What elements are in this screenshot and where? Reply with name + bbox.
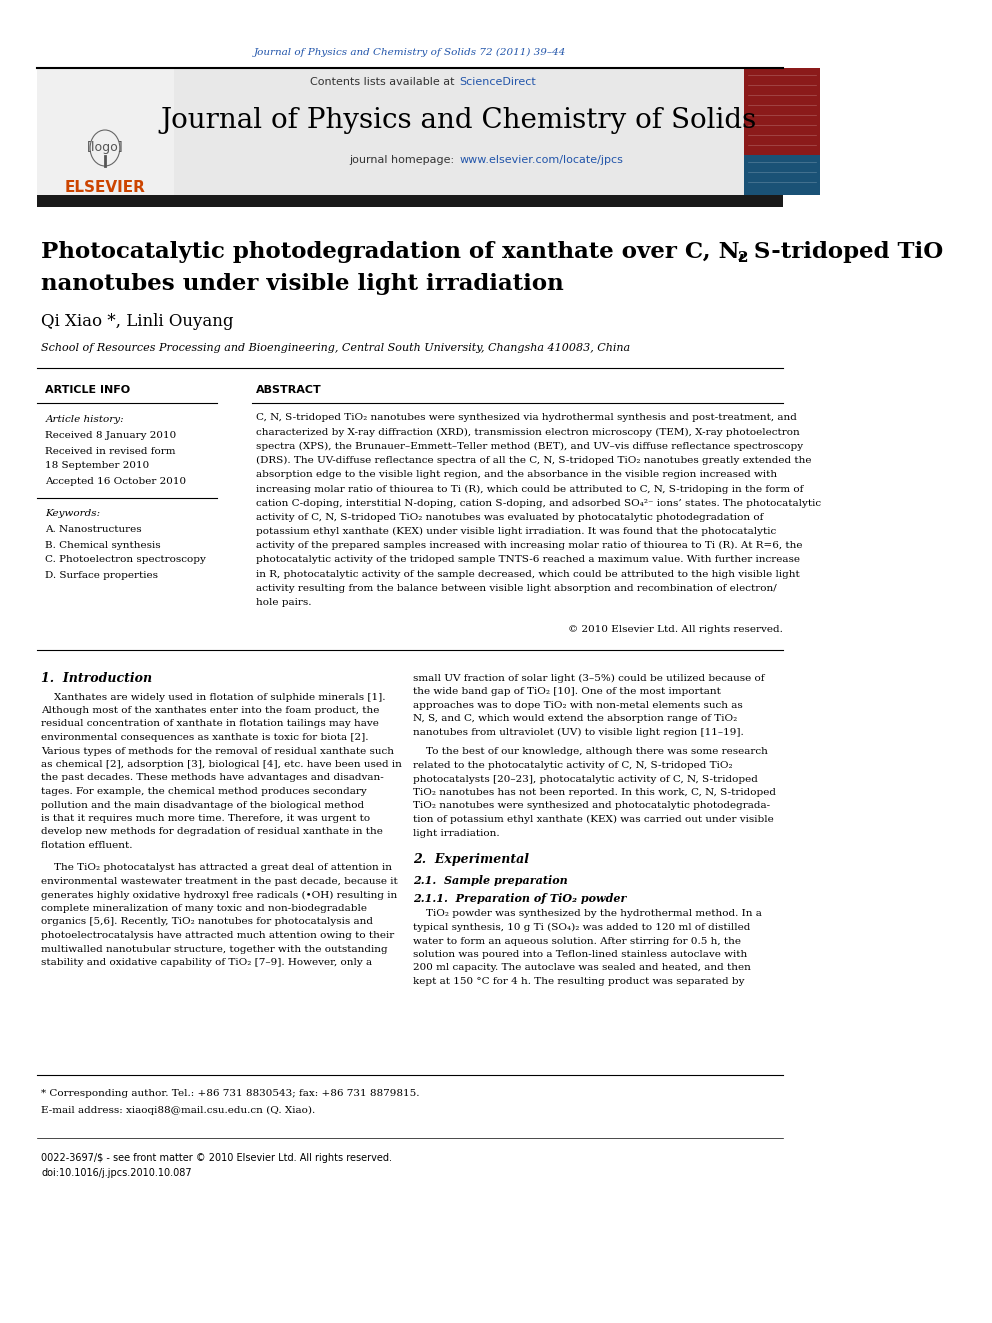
Text: activity of the prepared samples increased with increasing molar ratio of thiour: activity of the prepared samples increas…: [256, 541, 803, 550]
Text: Photocatalytic photodegradation of xanthate over C, N, S-tridoped TiO: Photocatalytic photodegradation of xanth…: [42, 241, 943, 263]
Text: stability and oxidative capability of TiO₂ [7–9]. However, only a: stability and oxidative capability of Ti…: [42, 958, 372, 967]
Text: TiO₂ nanotubes has not been reported. In this work, C, N, S-tridoped: TiO₂ nanotubes has not been reported. In…: [414, 789, 776, 796]
Text: TiO₂ powder was synthesized by the hydrothermal method. In a: TiO₂ powder was synthesized by the hydro…: [414, 909, 762, 918]
Text: N, S, and C, which would extend the absorption range of TiO₂: N, S, and C, which would extend the abso…: [414, 714, 737, 722]
Text: ScienceDirect: ScienceDirect: [459, 77, 537, 87]
Text: environmental consequences as xanthate is toxic for biota [2].: environmental consequences as xanthate i…: [42, 733, 369, 742]
Text: increasing molar ratio of thiourea to Ti (R), which could be attributed to C, N,: increasing molar ratio of thiourea to Ti…: [256, 484, 804, 493]
FancyBboxPatch shape: [174, 67, 744, 194]
Text: To the best of our knowledge, although there was some research: To the best of our knowledge, although t…: [414, 747, 768, 757]
Text: develop new methods for degradation of residual xanthate in the: develop new methods for degradation of r…: [42, 827, 383, 836]
Text: photoelectrocatalysis have attracted much attention owing to their: photoelectrocatalysis have attracted muc…: [42, 931, 395, 941]
Text: small UV fraction of solar light (3–5%) could be utilized because of: small UV fraction of solar light (3–5%) …: [414, 673, 765, 683]
Text: residual concentration of xanthate in flotation tailings may have: residual concentration of xanthate in fl…: [42, 720, 379, 729]
Text: in R, photocatalytic activity of the sample decreased, which could be attributed: in R, photocatalytic activity of the sam…: [256, 570, 800, 578]
Text: characterized by X-ray diffraction (XRD), transmission electron microscopy (TEM): characterized by X-ray diffraction (XRD)…: [256, 427, 800, 437]
Text: * Corresponding author. Tel.: +86 731 8830543; fax: +86 731 8879815.: * Corresponding author. Tel.: +86 731 88…: [42, 1090, 420, 1098]
Text: absorption edge to the visible light region, and the absorbance in the visible r: absorption edge to the visible light reg…: [256, 470, 778, 479]
Text: www.elsevier.com/locate/jpcs: www.elsevier.com/locate/jpcs: [459, 155, 623, 165]
Text: environmental wastewater treatment in the past decade, because it: environmental wastewater treatment in th…: [42, 877, 398, 886]
Text: activity of C, N, S-tridoped TiO₂ nanotubes was evaluated by photocatalytic phot: activity of C, N, S-tridoped TiO₂ nanotu…: [256, 513, 764, 521]
Text: Qi Xiao *, Linli Ouyang: Qi Xiao *, Linli Ouyang: [42, 314, 234, 331]
Text: 200 ml capacity. The autoclave was sealed and heated, and then: 200 ml capacity. The autoclave was seale…: [414, 963, 751, 972]
Text: Received in revised form: Received in revised form: [46, 446, 176, 455]
Text: cation C-doping, interstitial N-doping, cation S-doping, and adsorbed SO₄²⁻ ions: cation C-doping, interstitial N-doping, …: [256, 499, 821, 508]
Text: the past decades. These methods have advantages and disadvan-: the past decades. These methods have adv…: [42, 774, 384, 782]
Text: Although most of the xanthates enter into the foam product, the: Although most of the xanthates enter int…: [42, 706, 380, 714]
Text: tages. For example, the chemical method produces secondary: tages. For example, the chemical method …: [42, 787, 367, 796]
Text: C, N, S-tridoped TiO₂ nanotubes were synthesized via hydrothermal synthesis and : C, N, S-tridoped TiO₂ nanotubes were syn…: [256, 414, 797, 422]
Text: typical synthesis, 10 g Ti (SO₄)₂ was added to 120 ml of distilled: typical synthesis, 10 g Ti (SO₄)₂ was ad…: [414, 923, 751, 933]
Text: tion of potassium ethyl xanthate (KEX) was carried out under visible: tion of potassium ethyl xanthate (KEX) w…: [414, 815, 774, 824]
Text: nanotubes from ultraviolet (UV) to visible light region [11–19].: nanotubes from ultraviolet (UV) to visib…: [414, 728, 744, 737]
Text: solution was poured into a Teflon-lined stainless autoclave with: solution was poured into a Teflon-lined …: [414, 950, 747, 959]
Text: the wide band gap of TiO₂ [10]. One of the most important: the wide band gap of TiO₂ [10]. One of t…: [414, 687, 721, 696]
Text: The TiO₂ photocatalyst has attracted a great deal of attention in: The TiO₂ photocatalyst has attracted a g…: [42, 864, 392, 872]
Text: related to the photocatalytic activity of C, N, S-tridoped TiO₂: related to the photocatalytic activity o…: [414, 761, 733, 770]
Text: Contents lists available at: Contents lists available at: [310, 77, 458, 87]
FancyBboxPatch shape: [744, 67, 819, 155]
Text: TiO₂ nanotubes were synthesized and photocatalytic photodegrada-: TiO₂ nanotubes were synthesized and phot…: [414, 802, 771, 811]
Text: activity resulting from the balance between visible light absorption and recombi: activity resulting from the balance betw…: [256, 583, 777, 593]
Text: photocatalytic activity of the tridoped sample TNTS-6 reached a maximum value. W: photocatalytic activity of the tridoped …: [256, 556, 801, 565]
Text: 2: 2: [738, 251, 749, 265]
Text: kept at 150 °C for 4 h. The resulting product was separated by: kept at 150 °C for 4 h. The resulting pr…: [414, 976, 745, 986]
Text: 2.1.  Sample preparation: 2.1. Sample preparation: [414, 875, 568, 885]
Text: complete mineralization of many toxic and non-biodegradable: complete mineralization of many toxic an…: [42, 904, 367, 913]
FancyBboxPatch shape: [37, 67, 174, 194]
Text: hole pairs.: hole pairs.: [256, 598, 311, 607]
Text: Article history:: Article history:: [46, 415, 124, 425]
Text: Keywords:: Keywords:: [46, 509, 100, 519]
Text: multiwalled nanotubular structure, together with the outstanding: multiwalled nanotubular structure, toget…: [42, 945, 388, 954]
Text: ARTICLE INFO: ARTICLE INFO: [46, 385, 131, 396]
Text: A. Nanostructures: A. Nanostructures: [46, 525, 142, 534]
Text: Xanthates are widely used in flotation of sulphide minerals [1].: Xanthates are widely used in flotation o…: [42, 692, 386, 701]
Text: ELSEVIER: ELSEVIER: [64, 180, 146, 196]
Text: ABSTRACT: ABSTRACT: [256, 385, 322, 396]
Text: © 2010 Elsevier Ltd. All rights reserved.: © 2010 Elsevier Ltd. All rights reserved…: [567, 626, 783, 635]
Text: approaches was to dope TiO₂ with non-metal elements such as: approaches was to dope TiO₂ with non-met…: [414, 700, 743, 709]
Text: 1.  Introduction: 1. Introduction: [42, 672, 153, 684]
Text: nanotubes under visible light irradiation: nanotubes under visible light irradiatio…: [42, 273, 564, 295]
Text: 2.1.1.  Preparation of TiO₂ powder: 2.1.1. Preparation of TiO₂ powder: [414, 893, 627, 904]
Text: light irradiation.: light irradiation.: [414, 828, 500, 837]
Text: flotation effluent.: flotation effluent.: [42, 841, 133, 849]
Text: potassium ethyl xanthate (KEX) under visible light irradiation. It was found tha: potassium ethyl xanthate (KEX) under vis…: [256, 527, 777, 536]
Text: (DRS). The UV-diffuse reflectance spectra of all the C, N, S-tridoped TiO₂ nanot: (DRS). The UV-diffuse reflectance spectr…: [256, 456, 811, 466]
Text: journal homepage:: journal homepage:: [349, 155, 458, 165]
Text: 2.  Experimental: 2. Experimental: [414, 853, 529, 867]
Text: 18 September 2010: 18 September 2010: [46, 462, 150, 471]
Text: spectra (XPS), the Brunauer–Emmett–Teller method (BET), and UV–vis diffuse refle: spectra (XPS), the Brunauer–Emmett–Telle…: [256, 442, 804, 451]
FancyBboxPatch shape: [744, 155, 819, 194]
Text: C. Photoelectron spectroscopy: C. Photoelectron spectroscopy: [46, 556, 206, 565]
Text: Received 8 January 2010: Received 8 January 2010: [46, 431, 177, 441]
Text: [logo]: [logo]: [86, 142, 123, 155]
Text: Journal of Physics and Chemistry of Solids 72 (2011) 39–44: Journal of Physics and Chemistry of Soli…: [254, 48, 566, 57]
Text: as chemical [2], adsorption [3], biological [4], etc. have been used in: as chemical [2], adsorption [3], biologi…: [42, 759, 402, 769]
Text: photocatalysts [20–23], photocatalytic activity of C, N, S-tridoped: photocatalysts [20–23], photocatalytic a…: [414, 774, 758, 783]
Text: Various types of methods for the removal of residual xanthate such: Various types of methods for the removal…: [42, 746, 395, 755]
Text: doi:10.1016/j.jpcs.2010.10.087: doi:10.1016/j.jpcs.2010.10.087: [42, 1168, 191, 1177]
Text: is that it requires much more time. Therefore, it was urgent to: is that it requires much more time. Ther…: [42, 814, 370, 823]
Text: 0022-3697/$ - see front matter © 2010 Elsevier Ltd. All rights reserved.: 0022-3697/$ - see front matter © 2010 El…: [42, 1154, 392, 1163]
Text: water to form an aqueous solution. After stirring for 0.5 h, the: water to form an aqueous solution. After…: [414, 937, 741, 946]
FancyBboxPatch shape: [37, 194, 783, 206]
Text: organics [5,6]. Recently, TiO₂ nanotubes for photocatalysis and: organics [5,6]. Recently, TiO₂ nanotubes…: [42, 917, 373, 926]
Text: D. Surface properties: D. Surface properties: [46, 570, 159, 579]
Text: generates highly oxidative hydroxyl free radicals (•OH) resulting in: generates highly oxidative hydroxyl free…: [42, 890, 398, 900]
Text: School of Resources Processing and Bioengineering, Central South University, Cha: School of Resources Processing and Bioen…: [42, 343, 631, 353]
Text: Journal of Physics and Chemistry of Solids: Journal of Physics and Chemistry of Soli…: [161, 106, 757, 134]
Text: Accepted 16 October 2010: Accepted 16 October 2010: [46, 476, 186, 486]
Text: pollution and the main disadvantage of the biological method: pollution and the main disadvantage of t…: [42, 800, 364, 810]
Text: B. Chemical synthesis: B. Chemical synthesis: [46, 541, 161, 549]
Text: E-mail address: xiaoqi88@mail.csu.edu.cn (Q. Xiao).: E-mail address: xiaoqi88@mail.csu.edu.cn…: [42, 1106, 315, 1114]
